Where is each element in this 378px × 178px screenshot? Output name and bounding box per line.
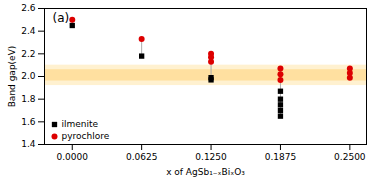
svg-text:0.0000: 0.0000 bbox=[57, 152, 89, 162]
svg-text:0.2500: 0.2500 bbox=[334, 152, 366, 162]
svg-text:Band gap(eV): Band gap(eV) bbox=[7, 46, 17, 108]
svg-text:0.0625: 0.0625 bbox=[126, 152, 158, 162]
svg-text:2.0: 2.0 bbox=[21, 71, 36, 81]
svg-text:0.1875: 0.1875 bbox=[265, 152, 297, 162]
svg-text:2.6: 2.6 bbox=[21, 3, 36, 13]
svg-text:pyrochlore: pyrochlore bbox=[62, 131, 110, 141]
svg-text:1.6: 1.6 bbox=[21, 117, 36, 127]
svg-text:(a): (a) bbox=[53, 11, 70, 25]
svg-text:2.4: 2.4 bbox=[21, 26, 36, 36]
svg-text:2.2: 2.2 bbox=[21, 49, 35, 59]
svg-text:x of AgSb₁₋ₓBiₓO₃: x of AgSb₁₋ₓBiₓO₃ bbox=[166, 167, 245, 177]
svg-text:1.4: 1.4 bbox=[21, 139, 36, 149]
svg-text:0.1250: 0.1250 bbox=[195, 152, 227, 162]
svg-text:1.8: 1.8 bbox=[21, 94, 36, 104]
svg-text:ilmenite: ilmenite bbox=[62, 119, 99, 129]
